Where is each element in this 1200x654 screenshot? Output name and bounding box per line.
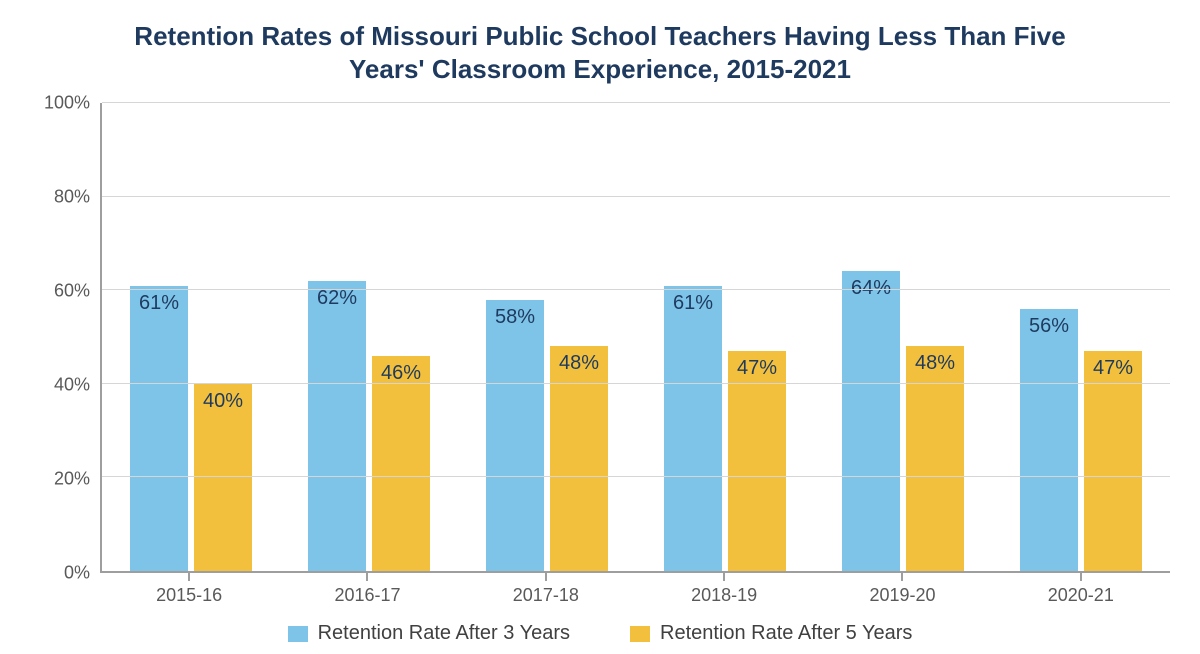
bar-value-label: 56%: [1020, 315, 1078, 338]
bar: 64%: [842, 271, 900, 571]
chart-title: Retention Rates of Missouri Public Schoo…: [100, 20, 1100, 85]
bar-value-label: 61%: [130, 292, 188, 315]
bar-group: 61% 40%: [102, 103, 280, 571]
legend-swatch: [630, 626, 650, 642]
bar-group: 58% 48%: [458, 103, 636, 571]
y-axis: 0%20%40%60%80%100%: [30, 103, 100, 573]
bar: 61%: [664, 286, 722, 571]
legend-item: Retention Rate After 5 Years: [630, 622, 912, 645]
bar: 56%: [1020, 309, 1078, 571]
retention-bar-chart: Retention Rates of Missouri Public Schoo…: [0, 0, 1200, 654]
gridline: [102, 476, 1170, 477]
bar-value-label: 61%: [664, 292, 722, 315]
bar-group: 56% 47%: [992, 103, 1170, 571]
bar-value-label: 47%: [1084, 357, 1142, 380]
bar: 46%: [372, 356, 430, 571]
bar: 40%: [194, 384, 252, 571]
bar-value-label: 62%: [308, 287, 366, 310]
x-tick-mark: [723, 573, 725, 581]
x-tick: 2015-16: [100, 573, 278, 606]
x-tick: 2017-18: [457, 573, 635, 606]
x-tick-mark: [545, 573, 547, 581]
gridline: [102, 383, 1170, 384]
y-tick-label: 100%: [44, 93, 90, 114]
x-axis: 2015-162016-172017-182018-192019-202020-…: [100, 573, 1170, 606]
bar-value-label: 47%: [728, 357, 786, 380]
legend-swatch: [288, 626, 308, 642]
x-tick: 2019-20: [813, 573, 991, 606]
x-tick-mark: [366, 573, 368, 581]
x-tick: 2016-17: [278, 573, 456, 606]
y-tick-label: 40%: [54, 375, 90, 396]
bar: 48%: [550, 346, 608, 571]
plot-row: 0%20%40%60%80%100% 61%40%62%46%58%48%61%…: [30, 103, 1170, 573]
y-tick-label: 60%: [54, 281, 90, 302]
bar-value-label: 48%: [550, 352, 608, 375]
x-tick: 2020-21: [992, 573, 1170, 606]
bar: 61%: [130, 286, 188, 571]
gridline: [102, 102, 1170, 103]
legend-item: Retention Rate After 3 Years: [288, 622, 570, 645]
x-tick-mark: [901, 573, 903, 581]
bar-groups: 61% 40% 62% 46% 58% 48% 61% 47% 64% 48% 56% 47%: [102, 103, 1170, 571]
bar-group: 62% 46%: [280, 103, 458, 571]
legend: Retention Rate After 3 Years Retention Ra…: [30, 622, 1170, 645]
bar-value-label: 48%: [906, 352, 964, 375]
bar-value-label: 58%: [486, 306, 544, 329]
gridline: [102, 196, 1170, 197]
bar-value-label: 40%: [194, 390, 252, 413]
gridline: [102, 289, 1170, 290]
legend-label: Retention Rate After 3 Years: [318, 622, 570, 645]
legend-label: Retention Rate After 5 Years: [660, 622, 912, 645]
plot-area: 61% 40% 62% 46% 58% 48% 61% 47% 64% 48% 56% 47%: [100, 103, 1170, 573]
x-tick-mark: [188, 573, 190, 581]
x-tick-mark: [1080, 573, 1082, 581]
y-tick-label: 20%: [54, 469, 90, 490]
bar: 58%: [486, 300, 544, 571]
y-tick-label: 80%: [54, 187, 90, 208]
bar-value-label: 46%: [372, 362, 430, 385]
bar: 48%: [906, 346, 964, 571]
bar-group: 61% 47%: [636, 103, 814, 571]
bar: 47%: [728, 351, 786, 571]
y-tick-label: 0%: [64, 563, 90, 584]
bar: 62%: [308, 281, 366, 571]
bar: 47%: [1084, 351, 1142, 571]
x-tick: 2018-19: [635, 573, 813, 606]
bar-group: 64% 48%: [814, 103, 992, 571]
